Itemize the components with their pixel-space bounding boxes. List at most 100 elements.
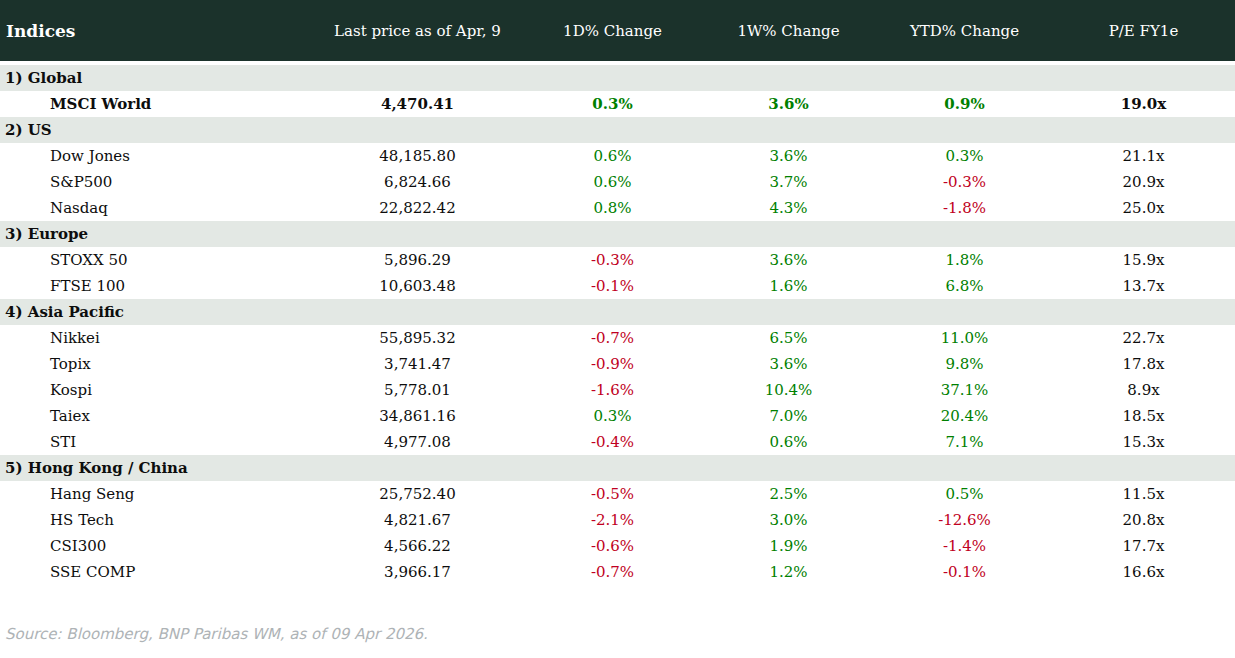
section-label: 4) Asia Pacific xyxy=(0,303,310,321)
section-label: 1) Global xyxy=(0,69,310,87)
1d-change: -0.1% xyxy=(525,277,700,295)
indices-table-page: Indices Last price as of Apr, 9 1D% Chan… xyxy=(0,0,1235,658)
ytd-change: 1.8% xyxy=(877,251,1052,269)
table-row: Hang Seng25,752.40-0.5%2.5%0.5%11.5x xyxy=(0,481,1235,507)
index-name: SSE COMP xyxy=(0,563,310,581)
last-price: 48,185.80 xyxy=(310,147,525,165)
last-price: 4,566.22 xyxy=(310,537,525,555)
last-price: 4,821.67 xyxy=(310,511,525,529)
1w-change: 10.4% xyxy=(700,381,877,399)
pe-ratio: 11.5x xyxy=(1052,485,1235,503)
pe-ratio: 17.8x xyxy=(1052,355,1235,373)
1w-change: 0.6% xyxy=(700,433,877,451)
1d-change: 0.8% xyxy=(525,199,700,217)
index-name: Hang Seng xyxy=(0,485,310,503)
table-row: STI4,977.08-0.4%0.6%7.1%15.3x xyxy=(0,429,1235,455)
last-price: 3,966.17 xyxy=(310,563,525,581)
ytd-change: 9.8% xyxy=(877,355,1052,373)
1d-change: -0.4% xyxy=(525,433,700,451)
table-row: Nikkei55,895.32-0.7%6.5%11.0%22.7x xyxy=(0,325,1235,351)
table-row: Topix3,741.47-0.9%3.6%9.8%17.8x xyxy=(0,351,1235,377)
1w-change: 4.3% xyxy=(700,199,877,217)
last-price: 4,977.08 xyxy=(310,433,525,451)
index-name: Dow Jones xyxy=(0,147,310,165)
index-name: STI xyxy=(0,433,310,451)
table-row: HS Tech4,821.67-2.1%3.0%-12.6%20.8x xyxy=(0,507,1235,533)
ytd-change: 0.9% xyxy=(877,95,1052,113)
pe-ratio: 16.6x xyxy=(1052,563,1235,581)
pe-ratio: 13.7x xyxy=(1052,277,1235,295)
table-row: FTSE 10010,603.48-0.1%1.6%6.8%13.7x xyxy=(0,273,1235,299)
1w-change: 2.5% xyxy=(700,485,877,503)
pe-ratio: 20.9x xyxy=(1052,173,1235,191)
source-note: Source: Bloomberg, BNP Paribas WM, as of… xyxy=(0,625,1235,643)
ytd-change: -0.3% xyxy=(877,173,1052,191)
section-header-row: 4) Asia Pacific xyxy=(0,299,1235,325)
ytd-change: -12.6% xyxy=(877,511,1052,529)
last-price: 6,824.66 xyxy=(310,173,525,191)
section-header-row: 1) Global xyxy=(0,65,1235,91)
pe-ratio: 21.1x xyxy=(1052,147,1235,165)
table-row: SSE COMP3,966.17-0.7%1.2%-0.1%16.6x xyxy=(0,559,1235,585)
1d-change: 0.3% xyxy=(525,407,700,425)
section-header-row: 5) Hong Kong / China xyxy=(0,455,1235,481)
table-body: 1) GlobalMSCI World4,470.410.3%3.6%0.9%1… xyxy=(0,65,1235,585)
pe-ratio: 25.0x xyxy=(1052,199,1235,217)
table-row: Kospi5,778.01-1.6%10.4%37.1%8.9x xyxy=(0,377,1235,403)
last-price: 34,861.16 xyxy=(310,407,525,425)
section-label: 5) Hong Kong / China xyxy=(0,459,310,477)
pe-ratio: 20.8x xyxy=(1052,511,1235,529)
column-header-last-price: Last price as of Apr, 9 xyxy=(310,22,525,40)
last-price: 25,752.40 xyxy=(310,485,525,503)
index-name: Topix xyxy=(0,355,310,373)
1d-change: 0.3% xyxy=(525,95,700,113)
ytd-change: 20.4% xyxy=(877,407,1052,425)
pe-ratio: 15.9x xyxy=(1052,251,1235,269)
1w-change: 3.6% xyxy=(700,95,877,113)
table-header-row: Indices Last price as of Apr, 9 1D% Chan… xyxy=(0,0,1235,61)
column-header-ytd-change: YTD% Change xyxy=(877,22,1052,40)
1w-change: 3.0% xyxy=(700,511,877,529)
pe-ratio: 15.3x xyxy=(1052,433,1235,451)
section-header-row: 2) US xyxy=(0,117,1235,143)
ytd-change: 37.1% xyxy=(877,381,1052,399)
1d-change: -2.1% xyxy=(525,511,700,529)
table-row: S&P5006,824.660.6%3.7%-0.3%20.9x xyxy=(0,169,1235,195)
index-name: CSI300 xyxy=(0,537,310,555)
table-title: Indices xyxy=(0,21,310,41)
table-row: CSI3004,566.22-0.6%1.9%-1.4%17.7x xyxy=(0,533,1235,559)
column-header-1w-change: 1W% Change xyxy=(700,22,877,40)
1d-change: -0.7% xyxy=(525,563,700,581)
1w-change: 1.6% xyxy=(700,277,877,295)
table-row: STOXX 505,896.29-0.3%3.6%1.8%15.9x xyxy=(0,247,1235,273)
pe-ratio: 19.0x xyxy=(1052,95,1235,113)
section-label: 2) US xyxy=(0,121,310,139)
1d-change: -0.6% xyxy=(525,537,700,555)
1w-change: 7.0% xyxy=(700,407,877,425)
index-name: Kospi xyxy=(0,381,310,399)
table-row: Nasdaq22,822.420.8%4.3%-1.8%25.0x xyxy=(0,195,1235,221)
ytd-change: 7.1% xyxy=(877,433,1052,451)
index-name: MSCI World xyxy=(0,95,310,113)
section-header-row: 3) Europe xyxy=(0,221,1235,247)
pe-ratio: 17.7x xyxy=(1052,537,1235,555)
table-row: Taiex34,861.160.3%7.0%20.4%18.5x xyxy=(0,403,1235,429)
ytd-change: -1.4% xyxy=(877,537,1052,555)
table-row: MSCI World4,470.410.3%3.6%0.9%19.0x xyxy=(0,91,1235,117)
ytd-change: 0.5% xyxy=(877,485,1052,503)
index-name: Nasdaq xyxy=(0,199,310,217)
last-price: 3,741.47 xyxy=(310,355,525,373)
ytd-change: -1.8% xyxy=(877,199,1052,217)
index-name: STOXX 50 xyxy=(0,251,310,269)
1w-change: 3.7% xyxy=(700,173,877,191)
pe-ratio: 22.7x xyxy=(1052,329,1235,347)
section-label: 3) Europe xyxy=(0,225,310,243)
index-name: HS Tech xyxy=(0,511,310,529)
1w-change: 3.6% xyxy=(700,251,877,269)
last-price: 4,470.41 xyxy=(310,95,525,113)
pe-ratio: 8.9x xyxy=(1052,381,1235,399)
column-header-1d-change: 1D% Change xyxy=(525,22,700,40)
pe-ratio: 18.5x xyxy=(1052,407,1235,425)
1w-change: 6.5% xyxy=(700,329,877,347)
ytd-change: 6.8% xyxy=(877,277,1052,295)
